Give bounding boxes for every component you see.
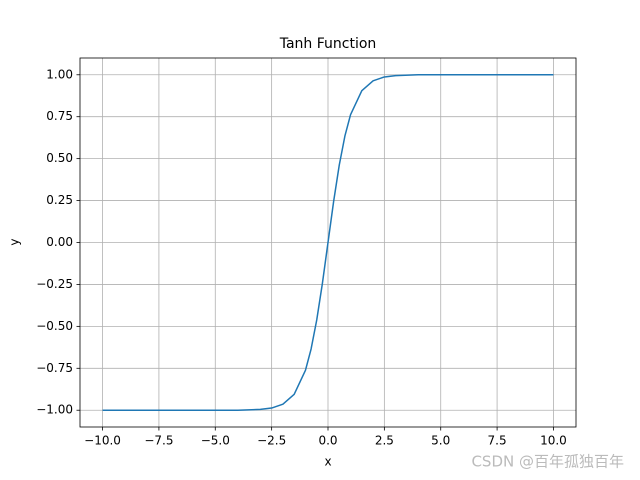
- x-tick-label: −10.0: [84, 434, 121, 448]
- x-tick-label: 0.0: [318, 434, 337, 448]
- y-axis-label: y: [8, 238, 22, 245]
- x-tick-label: 10.0: [540, 434, 567, 448]
- y-tick-label: 0.25: [46, 193, 73, 207]
- y-tick-label: −0.25: [36, 277, 73, 291]
- chart-title: Tanh Function: [279, 36, 377, 52]
- x-tick-label: −2.5: [257, 434, 286, 448]
- x-tick-label: −5.0: [201, 434, 230, 448]
- y-tick-label: 0.75: [46, 109, 73, 123]
- x-tick-label: 7.5: [488, 434, 507, 448]
- y-tick-label: 0.50: [46, 151, 73, 165]
- x-tick-label: 5.0: [431, 434, 450, 448]
- y-tick-label: −0.50: [36, 319, 73, 333]
- line-series: [102, 74, 554, 411]
- y-tick-label: −0.75: [36, 361, 73, 375]
- watermark: CSDN @百年孤独百年: [471, 453, 624, 471]
- x-axis-label: x: [324, 455, 331, 469]
- y-tick-label: 0.00: [46, 235, 73, 249]
- y-tick-label: 1.00: [46, 67, 73, 81]
- y-tick-label: −1.00: [36, 403, 73, 417]
- x-tick-label: 2.5: [375, 434, 394, 448]
- plot-frame: [79, 57, 577, 428]
- x-tick-label: −7.5: [144, 434, 173, 448]
